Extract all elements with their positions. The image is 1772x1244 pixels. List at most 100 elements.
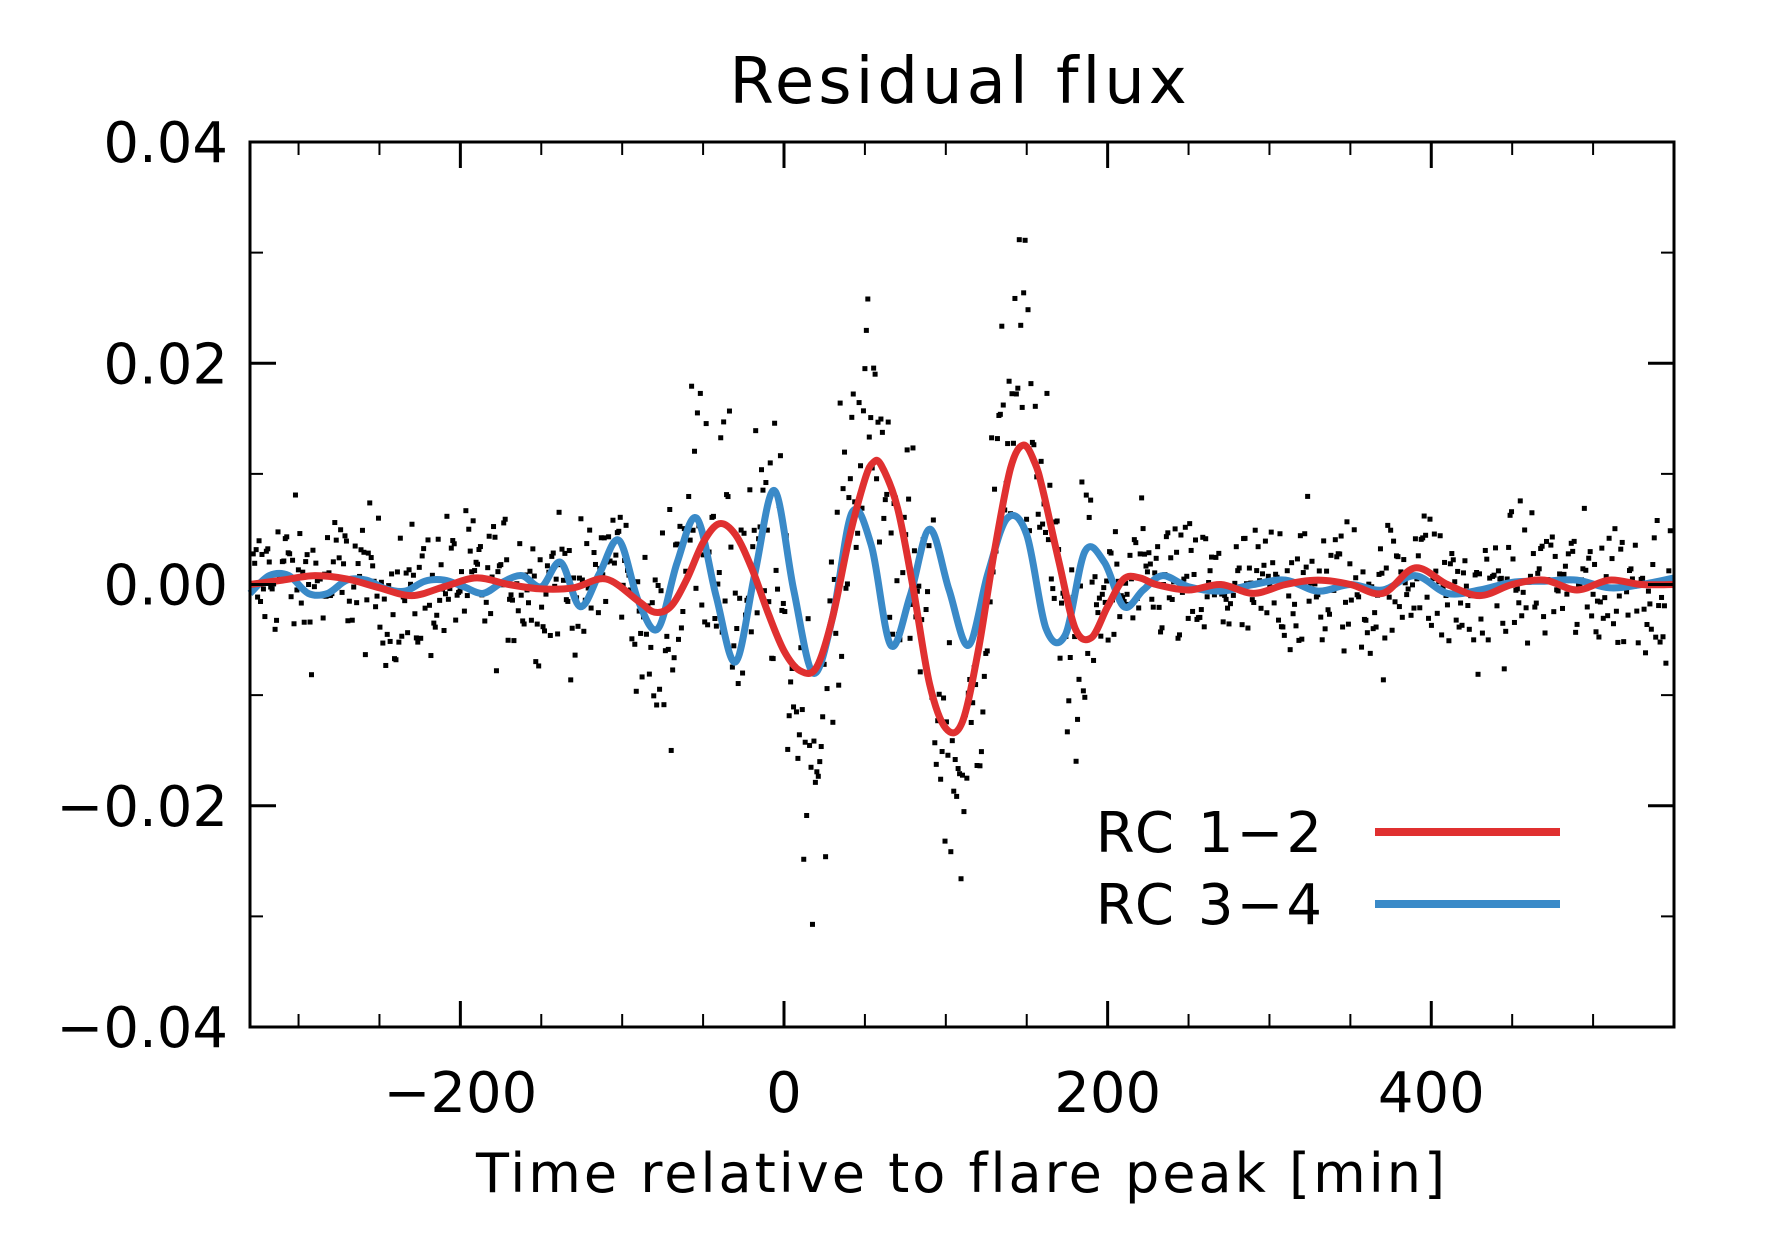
residual-data-point <box>1514 586 1520 592</box>
residual-data-point <box>980 709 986 715</box>
residual-data-point <box>1643 650 1649 656</box>
residual-data-point <box>1632 542 1638 548</box>
residual-data-point <box>1380 677 1386 683</box>
residual-data-point <box>345 618 351 624</box>
residual-data-point <box>1101 585 1107 591</box>
residual-data-point <box>1377 546 1383 552</box>
residual-data-point <box>957 771 963 777</box>
residual-data-point <box>760 487 766 493</box>
residual-data-point <box>437 597 443 603</box>
y-tick-label: −0.02 <box>56 775 228 840</box>
residual-data-point <box>847 476 853 482</box>
residual-data-point <box>1402 580 1408 586</box>
residual-data-point <box>1259 571 1265 577</box>
residual-data-point <box>1120 594 1126 600</box>
residual-data-point <box>639 674 645 680</box>
residual-data-point <box>1667 528 1673 534</box>
residual-data-point <box>692 448 698 454</box>
residual-data-point <box>834 509 840 515</box>
residual-data-point <box>941 695 947 701</box>
residual-data-point <box>405 630 411 636</box>
residual-data-point <box>842 449 848 455</box>
residual-data-point <box>808 764 814 770</box>
residual-data-point <box>1303 564 1309 570</box>
residual-data-point <box>627 587 633 593</box>
residual-data-point <box>858 463 864 469</box>
residual-data-point <box>1144 569 1150 575</box>
residual-data-point <box>488 611 494 617</box>
residual-data-point <box>802 739 808 745</box>
residual-data-point <box>448 545 454 551</box>
residual-data-point <box>543 591 549 597</box>
residual-data-point <box>1018 322 1024 328</box>
residual-data-point <box>1345 621 1351 627</box>
residual-data-point <box>1653 634 1659 640</box>
residual-data-point <box>1182 524 1188 530</box>
residual-data-point <box>1077 583 1083 589</box>
residual-data-point <box>601 535 607 541</box>
residual-data-point <box>1200 534 1206 540</box>
residual-data-point <box>1656 603 1662 609</box>
series-line-rc-1-2 <box>249 441 1675 737</box>
residual-data-point <box>1462 558 1468 564</box>
residual-data-point <box>1389 627 1395 633</box>
residual-data-point <box>1105 637 1111 643</box>
residual-data-point <box>824 686 830 692</box>
residual-data-point <box>1460 570 1466 576</box>
residual-data-point <box>1225 605 1231 611</box>
residual-data-point <box>1040 521 1046 527</box>
residual-data-point <box>397 535 403 541</box>
residual-data-point <box>1280 624 1286 630</box>
residual-data-point <box>750 544 756 550</box>
residual-data-point <box>1037 524 1043 530</box>
residual-data-point <box>1318 614 1324 620</box>
residual-data-point <box>741 530 747 536</box>
residual-data-point <box>1660 634 1666 640</box>
residual-data-point <box>1201 624 1207 630</box>
residual-data-point <box>572 652 578 658</box>
residual-data-point <box>1363 617 1369 623</box>
residual-data-point <box>482 618 488 624</box>
residual-data-point <box>930 517 936 523</box>
residual-data-point <box>710 513 716 519</box>
residual-data-point <box>1548 542 1554 548</box>
residual-data-point <box>566 548 572 554</box>
residual-data-point <box>652 577 658 583</box>
residual-data-point <box>515 608 521 614</box>
residual-data-point <box>1504 576 1510 582</box>
residual-data-point <box>690 527 696 533</box>
residual-data-point <box>932 740 938 746</box>
residual-data-point <box>866 434 872 440</box>
residual-data-point <box>354 600 360 606</box>
residual-data-point <box>311 584 317 590</box>
residual-data-point <box>731 643 737 649</box>
residual-data-point <box>250 551 256 557</box>
residual-data-point <box>613 552 619 558</box>
residual-data-point <box>948 849 954 855</box>
residual-data-point <box>881 515 887 521</box>
residual-data-point <box>1031 442 1037 448</box>
residual-data-point <box>1131 537 1137 543</box>
residual-data-point <box>292 492 298 498</box>
residual-data-point <box>946 640 952 646</box>
residual-data-point <box>1133 540 1139 546</box>
residual-data-point <box>1408 612 1414 618</box>
residual-data-point <box>530 546 536 552</box>
residual-data-point <box>721 419 727 425</box>
x-tick-label: −200 <box>383 1061 537 1126</box>
residual-data-point <box>341 561 347 567</box>
residual-data-point <box>262 614 268 620</box>
residual-data-point <box>1073 758 1079 764</box>
residual-data-point <box>1351 527 1357 533</box>
residual-data-point <box>815 773 821 779</box>
residual-data-point <box>1372 610 1378 616</box>
residual-data-point <box>943 719 949 725</box>
residual-data-point <box>1581 505 1587 511</box>
residual-data-point <box>585 585 591 591</box>
residual-data-point <box>287 551 293 557</box>
residual-data-point <box>539 604 545 610</box>
residual-data-point <box>1255 544 1261 550</box>
residual-data-point <box>1137 551 1143 557</box>
residual-data-point <box>377 624 383 630</box>
residual-data-point <box>281 558 287 564</box>
